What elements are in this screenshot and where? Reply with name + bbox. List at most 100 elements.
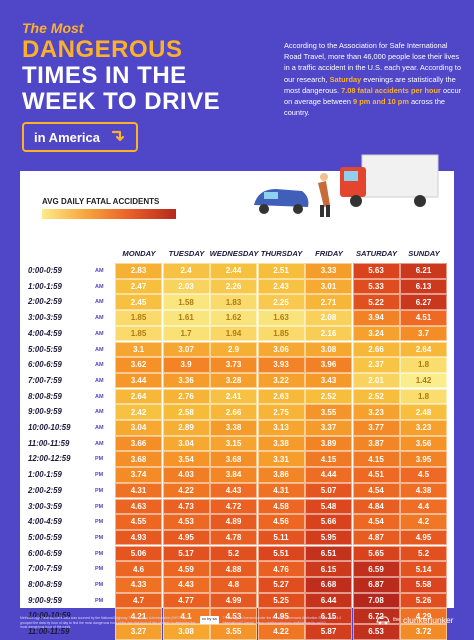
heatmap-cell: 7.08: [352, 592, 400, 609]
heatmap-cell: 3.06: [257, 341, 305, 357]
column-header-sunday: SUNDAY: [408, 249, 440, 258]
heatmap-cell: 3.37: [305, 420, 352, 436]
car-icon: [376, 616, 390, 625]
heatmap-cell: 5.2: [400, 545, 447, 562]
row-ampm-label: AM: [95, 330, 104, 337]
heatmap-cell: 3.7: [400, 325, 447, 342]
heatmap-cell: 2.89: [162, 420, 210, 436]
heatmap-cell: 3.22: [257, 372, 305, 389]
heatmap-cell: 1.8: [400, 357, 447, 373]
heatmap-cell: 2.01: [352, 372, 400, 389]
heatmap-cell: 1.42: [400, 372, 447, 389]
row-ampm-label: AM: [95, 409, 104, 416]
heatmap-panel: AVG DAILY FATAL ACCIDENTS MONDAY TUESDAY W…: [20, 154, 454, 640]
row-time-label: 3:00-3:59: [28, 313, 62, 323]
heatmap-cell: 2.43: [257, 278, 305, 295]
row-ampm-label: PM: [95, 487, 104, 494]
row-time-label: 4:00-4:59: [28, 328, 62, 338]
crash-illustration: [254, 154, 439, 217]
heatmap-cell: 1.62: [210, 310, 257, 326]
heatmap-cell: 5.95: [305, 529, 352, 546]
heatmap-cell: 3.04: [162, 435, 210, 452]
heatmap-cell: 3.04: [115, 420, 162, 436]
row-time-label: 8:00-8:59: [28, 391, 62, 401]
row-time-label: 12:00-12:59: [28, 454, 71, 464]
heatmap-cell: 3.68: [115, 451, 162, 467]
heatmap-cell: 6.68: [305, 577, 352, 593]
heatmap-cell: 3.96: [305, 357, 352, 373]
heatmap-cell: 1.8: [400, 388, 447, 405]
heatmap-cell: 5.33: [352, 278, 400, 295]
heatmap-cell: 3.89: [305, 435, 352, 452]
row-time-label: 11:00-11:59: [28, 627, 70, 637]
heatmap-cell: 4.15: [352, 451, 400, 467]
heatmap-cell: 3.55: [305, 404, 352, 420]
brand-name: clunkerjunker: [402, 615, 454, 625]
heatmap-cell: 4.51: [400, 310, 447, 326]
heatmap-cell: 4.54: [352, 482, 400, 499]
row-time-label: 9:00-9:59: [28, 407, 62, 417]
heatmap-cell: 4.15: [305, 451, 352, 467]
heatmap-cell: 4.89: [210, 514, 257, 530]
heatmap-cell: 2.47: [115, 278, 162, 295]
heatmap-cell: 4.73: [162, 498, 210, 514]
column-header-tuesday: TUESDAY: [168, 249, 205, 258]
row-time-label: 2:00-2:59: [28, 485, 62, 495]
heatmap-cell: 5.07: [305, 482, 352, 499]
heatmap-cell: 2.44: [210, 263, 257, 279]
heatmap-cell: 6.59: [352, 561, 400, 577]
heatmap-cell: 2.52: [305, 388, 352, 405]
heatmap-cell: 4.8: [210, 577, 257, 593]
heatmap-cell: 1.7: [162, 325, 210, 342]
row-ampm-label: PM: [95, 597, 104, 604]
heatmap-cell: 3.23: [400, 420, 447, 436]
heatmap-cell: 6.15: [305, 561, 352, 577]
region-label: in America: [34, 129, 100, 145]
heatmap-cell: 6.21: [400, 263, 447, 279]
row-ampm-label: AM: [95, 315, 104, 322]
heatmap-cell: 4.95: [400, 529, 447, 546]
heatmap-cell: 3.13: [257, 420, 305, 436]
heatmap-cell: 5.25: [257, 592, 305, 609]
heatmap-cell: 5.65: [352, 545, 400, 562]
heatmap-cell: 1.85: [115, 310, 162, 326]
heatmap-cell: 3.01: [305, 278, 352, 295]
heatmap-cell: 3.23: [352, 404, 400, 420]
row-ampm-label: AM: [95, 377, 104, 384]
heatmap-cell: 4.43: [162, 577, 210, 593]
heatmap-cell: 3.31: [257, 451, 305, 467]
heatmap-cell: 3.07: [162, 341, 210, 357]
heatmap-cell: 4.59: [162, 561, 210, 577]
heatmap-cell: 4.7: [115, 592, 162, 609]
heatmap-cell: 4.03: [162, 467, 210, 483]
heatmap-cell: 4.6: [115, 561, 162, 577]
heatmap-cell: 4.84: [352, 498, 400, 514]
row-time-label: 7:00-7:59: [28, 375, 62, 385]
heatmap-cell: 2.58: [162, 404, 210, 420]
legend-label: AVG DAILY FATAL ACCIDENTS: [42, 197, 160, 206]
heatmap-cell: 1.94: [210, 325, 257, 342]
heatmap-cell: 5.14: [400, 561, 447, 577]
column-header-saturday: SATURDAY: [355, 249, 398, 258]
row-ampm-label: PM: [95, 566, 104, 573]
heatmap-cell: 3.74: [115, 467, 162, 483]
legend-gradient: [42, 209, 176, 219]
heatmap-cell: 3.93: [257, 357, 305, 373]
heatmap-cell: 2.76: [162, 388, 210, 405]
row-ampm-label: PM: [95, 613, 104, 620]
row-time-label: 1:00-1:59: [28, 470, 62, 480]
row-time-label: 10:00-10:59: [28, 423, 71, 432]
heatmap-cell: 5.66: [305, 514, 352, 530]
row-ampm-label: AM: [95, 283, 104, 290]
heatmap-cell: 4.51: [352, 467, 400, 483]
heatmap-cell: 3.38: [257, 435, 305, 452]
column-header-monday: MONDAY: [122, 249, 156, 258]
heatmap-cell: 3.44: [115, 372, 162, 389]
heatmap-cell: 4.55: [115, 514, 162, 530]
title-line-2: TIMES IN THE: [22, 62, 187, 89]
heatmap-cell: 6.44: [305, 592, 352, 609]
row-time-label: 4:00-4:59: [28, 517, 62, 527]
heatmap-cell: 3.86: [257, 467, 305, 483]
heatmap-cell: 2.63: [257, 388, 305, 405]
heatmap-cell: 4.58: [257, 498, 305, 514]
